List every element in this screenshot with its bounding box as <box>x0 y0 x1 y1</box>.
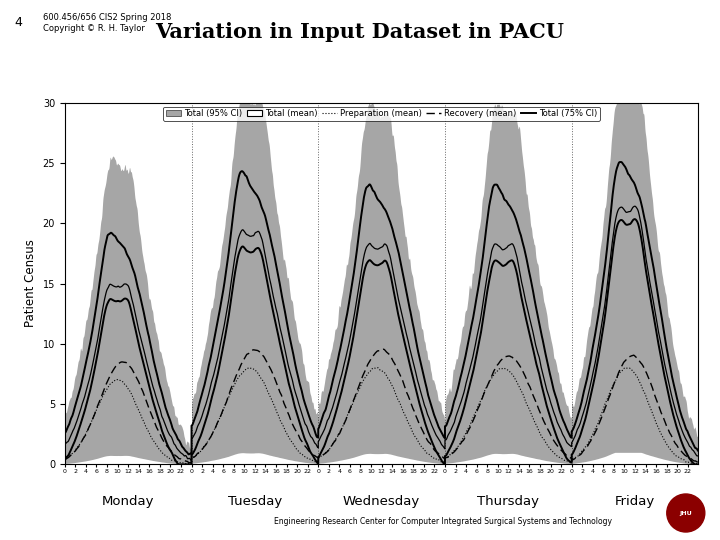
Text: Engineering Research Center for Computer Integrated Surgical Systems and Technol: Engineering Research Center for Computer… <box>274 517 611 526</box>
Text: 600.456/656 CIS2 Spring 2018
Copyright © R. H. Taylor: 600.456/656 CIS2 Spring 2018 Copyright ©… <box>43 14 171 33</box>
Text: JHU: JHU <box>680 510 692 516</box>
Text: Thursday: Thursday <box>477 495 539 508</box>
Text: Tuesday: Tuesday <box>228 495 282 508</box>
Text: Monday: Monday <box>102 495 154 508</box>
Legend: Total (95% CI), Total (mean), Preparation (mean), Recovery (mean), Total (75% CI: Total (95% CI), Total (mean), Preparatio… <box>163 107 600 121</box>
Text: Wednesday: Wednesday <box>343 495 420 508</box>
Text: Friday: Friday <box>615 495 655 508</box>
Circle shape <box>667 494 705 532</box>
Text: 4: 4 <box>14 16 22 29</box>
Y-axis label: Patient Census: Patient Census <box>24 240 37 327</box>
Text: Variation in Input Dataset in PACU: Variation in Input Dataset in PACU <box>156 22 564 42</box>
